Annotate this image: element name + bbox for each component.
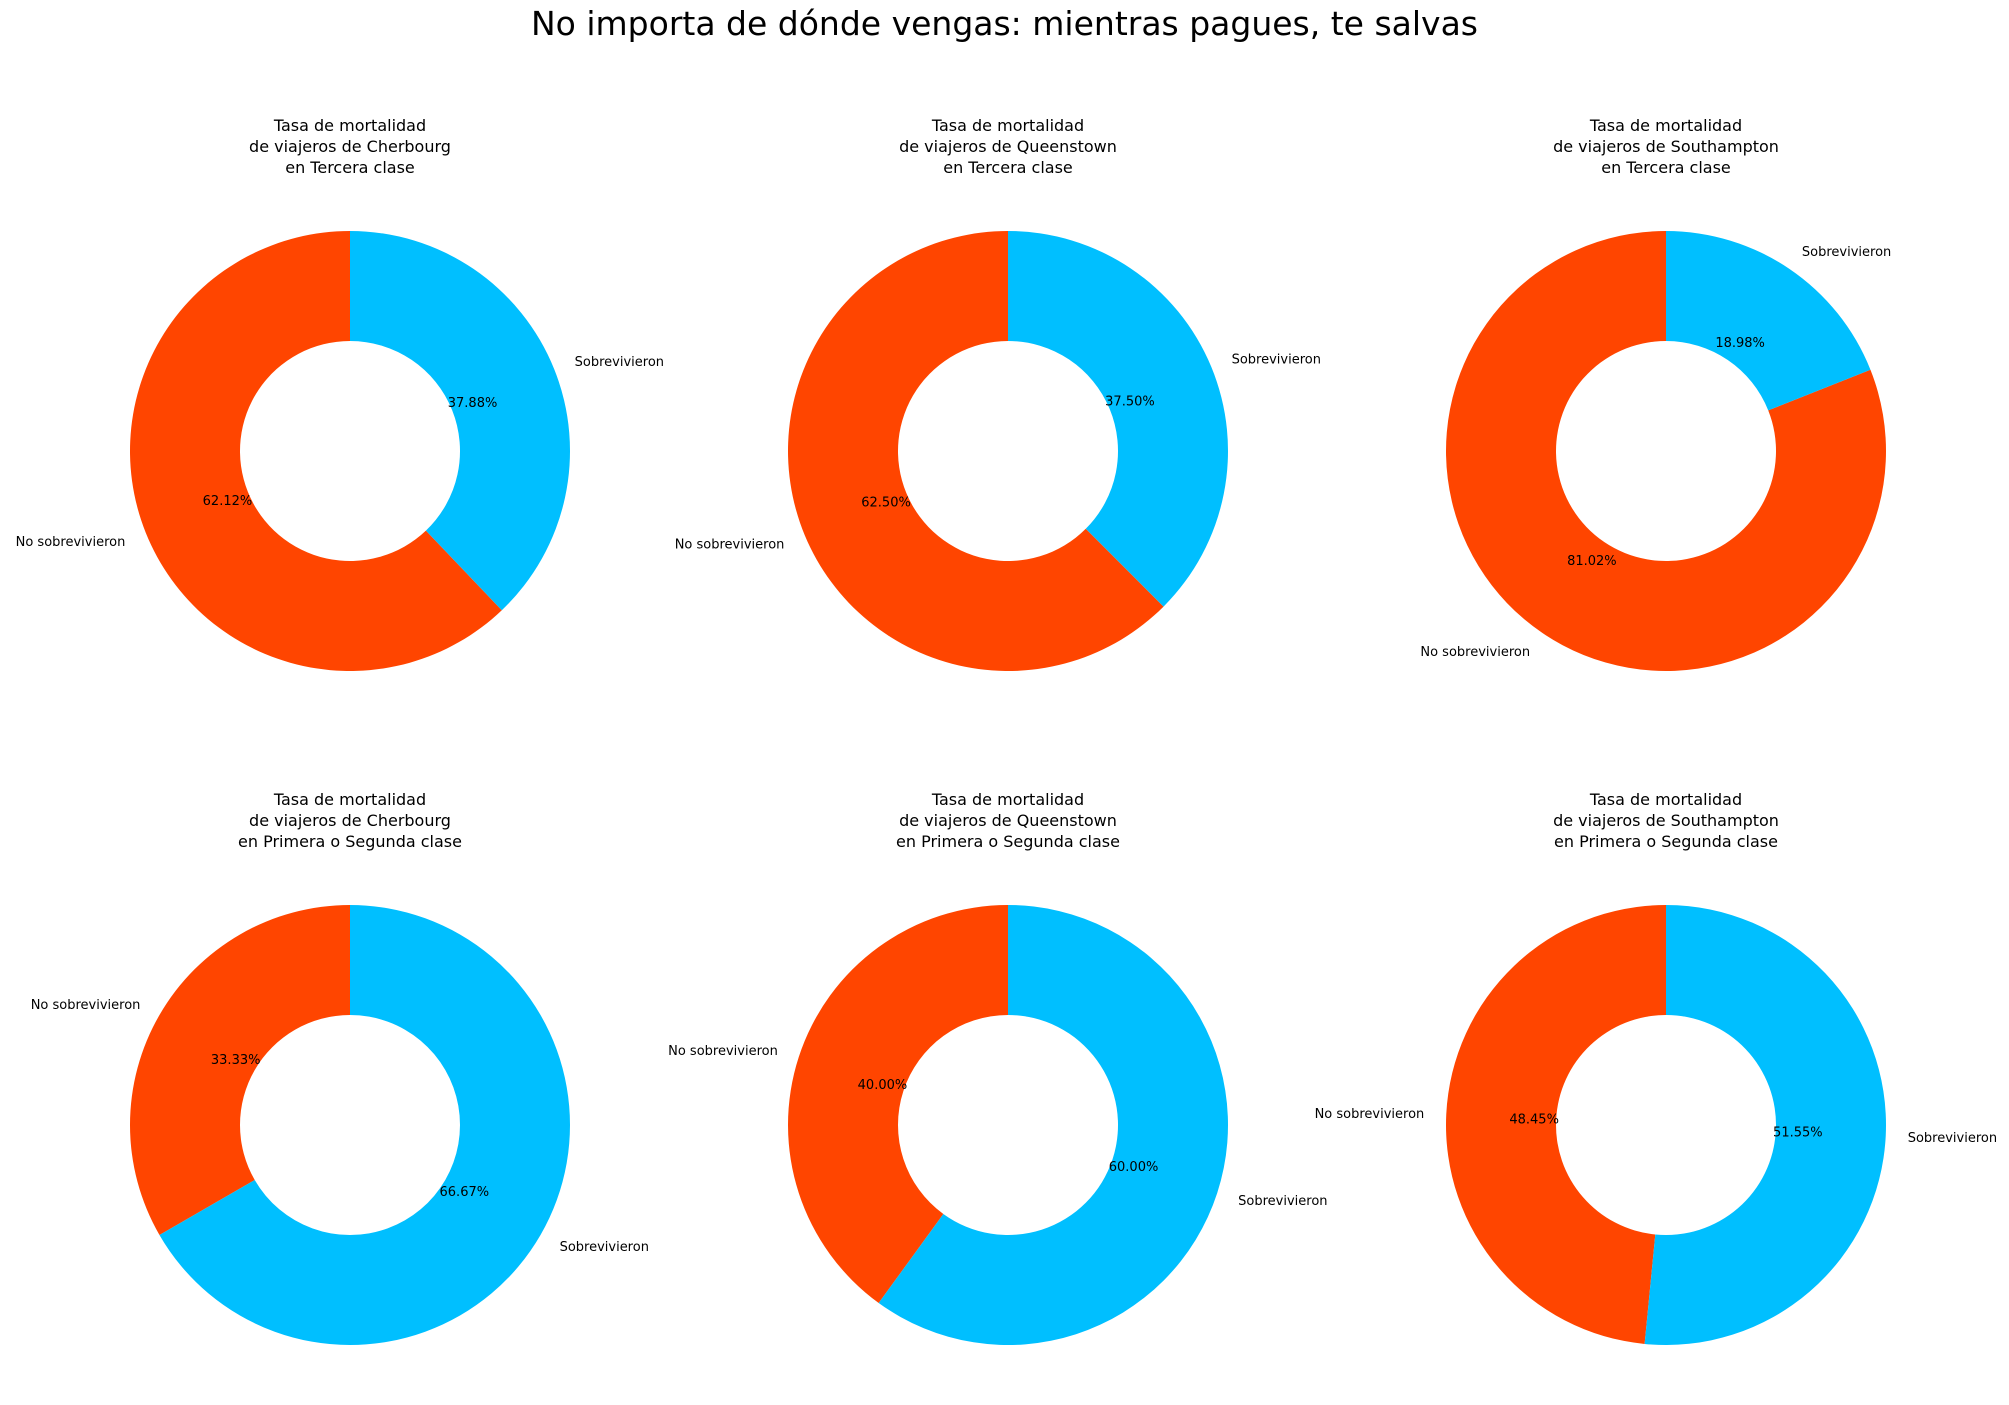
slice-label-no-sobrevivieron: No sobrevivieron xyxy=(1420,645,1530,660)
slice-sobrevivieron xyxy=(878,905,1228,1345)
slice-label-no-sobrevivieron: No sobrevivieron xyxy=(668,1044,778,1059)
pct-label-no-sobrevivieron: 33.33% xyxy=(211,1053,261,1068)
slice-label-sobrevivieron: Sobrevivieron xyxy=(1232,352,1321,367)
panel-title: Tasa de mortalidad de viajeros de Cherbou… xyxy=(238,790,462,851)
slice-sobrevivieron xyxy=(1008,230,1228,607)
donut-panel: Tasa de mortalidad de viajeros de Southam… xyxy=(1315,790,1997,1345)
panel-title: Tasa de mortalidad de viajeros de Queenst… xyxy=(896,790,1120,851)
slice-label-sobrevivieron: Sobrevivieron xyxy=(560,1240,649,1255)
slice-no-sobrevivieron xyxy=(1446,231,1886,671)
slice-label-no-sobrevivieron: No sobrevivieron xyxy=(31,998,141,1013)
slice-no-sobrevivieron xyxy=(129,231,502,671)
pct-label-sobrevivieron: 60.00% xyxy=(1109,1160,1159,1175)
pct-label-sobrevivieron: 51.55% xyxy=(1773,1125,1823,1140)
pct-label-no-sobrevivieron: 62.50% xyxy=(861,496,911,511)
slice-no-sobrevivieron xyxy=(788,905,1008,1303)
figure-title: No importa de dónde vengas: mientras pag… xyxy=(531,4,1478,43)
slice-label-no-sobrevivieron: No sobrevivieron xyxy=(1315,1107,1425,1122)
donut-panel: Tasa de mortalidad de viajeros de Queenst… xyxy=(675,116,1321,672)
slice-label-sobrevivieron: Sobrevivieron xyxy=(1908,1131,1997,1146)
panel-title: Tasa de mortalidad de viajeros de Southam… xyxy=(1553,116,1779,177)
slice-no-sobrevivieron xyxy=(1445,904,1666,1344)
panel-title: Tasa de mortalidad de viajeros de Southam… xyxy=(1553,790,1779,851)
pct-label-no-sobrevivieron: 40.00% xyxy=(858,1078,908,1093)
slice-sobrevivieron xyxy=(1644,905,1886,1345)
pct-label-sobrevivieron: 66.67% xyxy=(440,1185,490,1200)
pct-label-no-sobrevivieron: 48.45% xyxy=(1509,1113,1559,1128)
slice-label-no-sobrevivieron: No sobrevivieron xyxy=(16,535,126,550)
donut-panel: Tasa de mortalidad de viajeros de Queenst… xyxy=(668,790,1328,1345)
donut-panel: Tasa de mortalidad de viajeros de Cherbou… xyxy=(31,790,649,1345)
panel-title: Tasa de mortalidad de viajeros de Queenst… xyxy=(899,116,1117,177)
donut-panel: Tasa de mortalidad de viajeros de Southam… xyxy=(1420,116,1891,671)
slice-no-sobrevivieron xyxy=(129,905,350,1235)
pct-label-sobrevivieron: 37.50% xyxy=(1105,394,1155,409)
slice-sobrevivieron xyxy=(350,230,570,611)
pct-label-sobrevivieron: 37.88% xyxy=(448,396,498,411)
donut-panel: Tasa de mortalidad de viajeros de Cherbou… xyxy=(16,116,664,671)
slice-label-sobrevivieron: Sobrevivieron xyxy=(575,355,664,370)
slice-label-no-sobrevivieron: No sobrevivieron xyxy=(675,538,785,553)
slice-no-sobrevivieron xyxy=(787,231,1164,672)
pct-label-sobrevivieron: 18.98% xyxy=(1715,336,1765,351)
slice-label-sobrevivieron: Sobrevivieron xyxy=(1238,1194,1327,1209)
slice-sobrevivieron xyxy=(1666,231,1871,411)
slice-label-sobrevivieron: Sobrevivieron xyxy=(1802,245,1891,260)
pct-label-no-sobrevivieron: 62.12% xyxy=(203,494,253,509)
panel-title: Tasa de mortalidad de viajeros de Cherbou… xyxy=(249,116,451,177)
slice-sobrevivieron xyxy=(159,905,571,1345)
pct-label-no-sobrevivieron: 81.02% xyxy=(1567,554,1617,569)
